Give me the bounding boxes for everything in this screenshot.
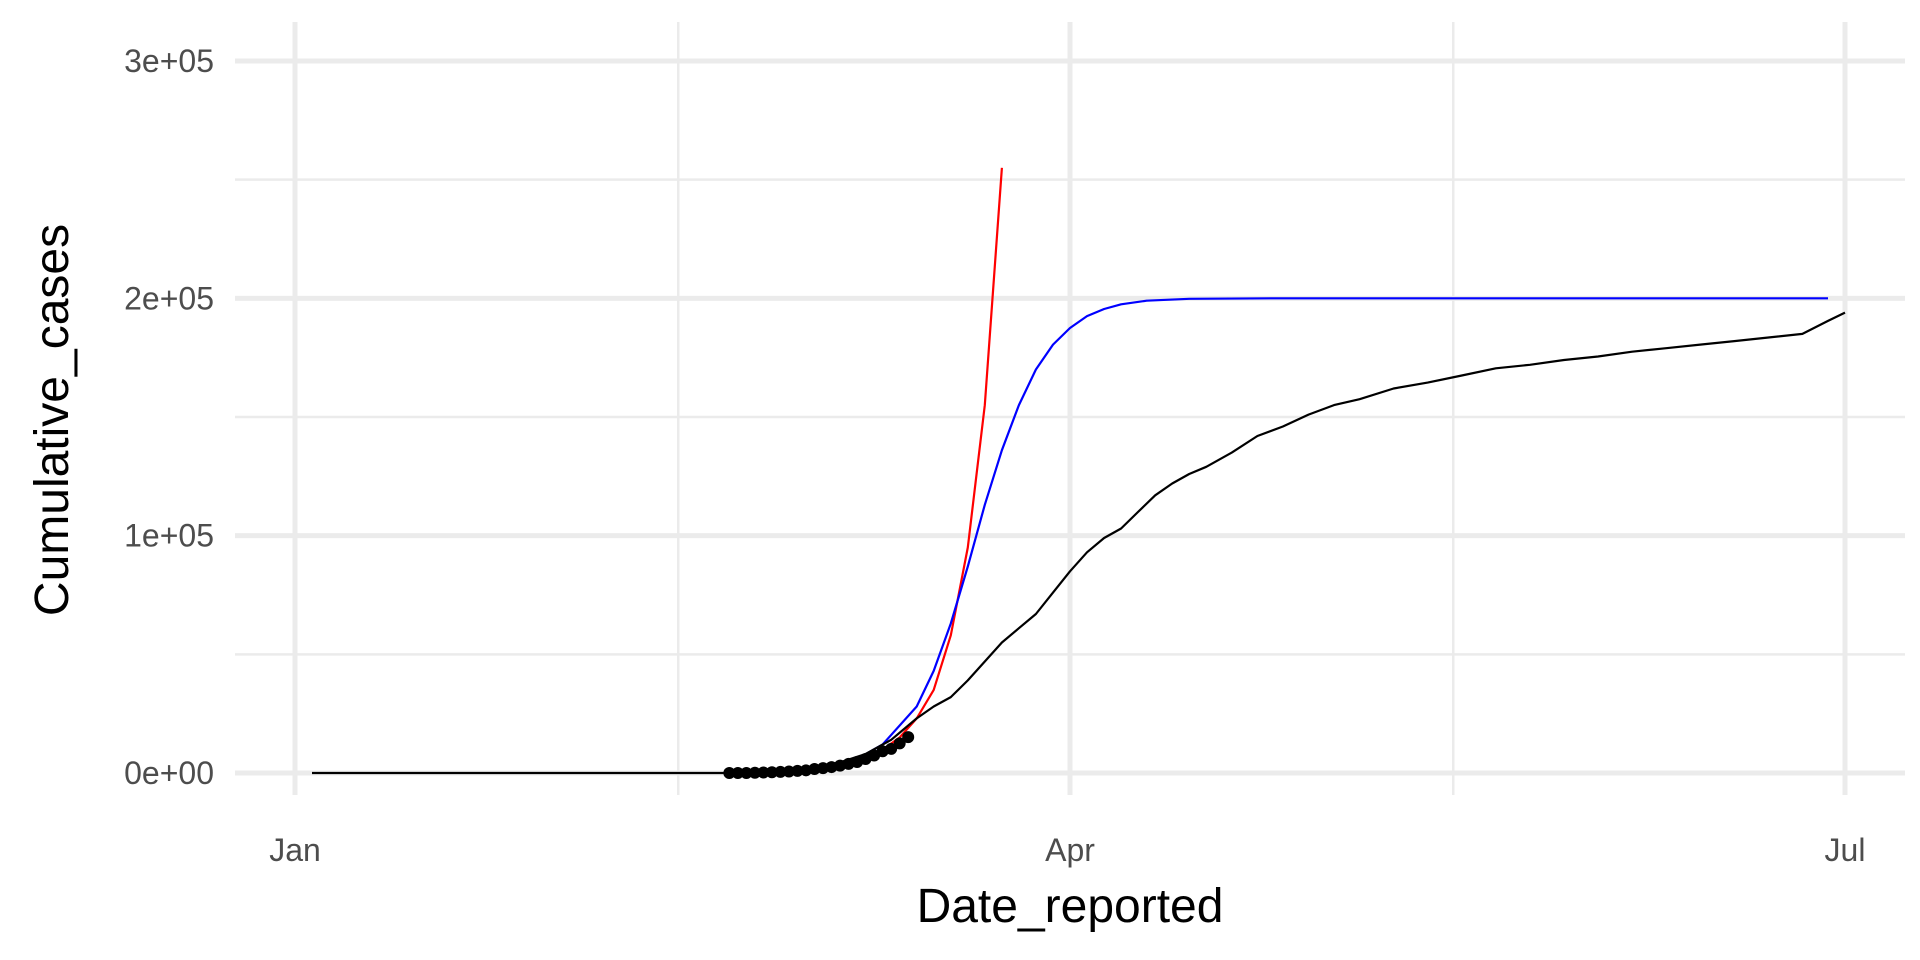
data-point bbox=[774, 765, 787, 778]
x-tick-label: Jul bbox=[1825, 832, 1866, 868]
y-axis-title: Cumulative_cases bbox=[26, 224, 79, 616]
data-point bbox=[902, 731, 915, 744]
data-point bbox=[765, 766, 778, 779]
data-point bbox=[885, 742, 898, 755]
y-tick-label: 0e+00 bbox=[124, 755, 214, 791]
data-point bbox=[893, 737, 906, 750]
data-point bbox=[731, 767, 744, 779]
y-tick-label: 3e+05 bbox=[124, 43, 214, 79]
data-point bbox=[723, 767, 736, 779]
series-layer bbox=[312, 167, 1846, 779]
data-point bbox=[757, 766, 770, 779]
series-0-line bbox=[814, 167, 1003, 772]
major-gridlines bbox=[235, 22, 1905, 795]
data-point bbox=[791, 764, 804, 777]
series-2-line bbox=[312, 311, 1846, 775]
x-tick-label: Jan bbox=[269, 832, 321, 868]
x-axis-title: Date_reported bbox=[917, 880, 1224, 933]
y-tick-label: 2e+05 bbox=[124, 280, 214, 316]
x-tick-labels: Jan Apr Jul bbox=[269, 832, 1865, 868]
data-point bbox=[748, 766, 761, 779]
data-point bbox=[740, 766, 753, 779]
series-3-points bbox=[723, 731, 915, 779]
series-1-line bbox=[814, 297, 1828, 772]
y-tick-labels: 0e+00 1e+05 2e+05 3e+05 bbox=[124, 43, 214, 791]
x-tick-label: Apr bbox=[1045, 832, 1095, 868]
data-point bbox=[782, 765, 795, 778]
y-tick-label: 1e+05 bbox=[124, 518, 214, 554]
